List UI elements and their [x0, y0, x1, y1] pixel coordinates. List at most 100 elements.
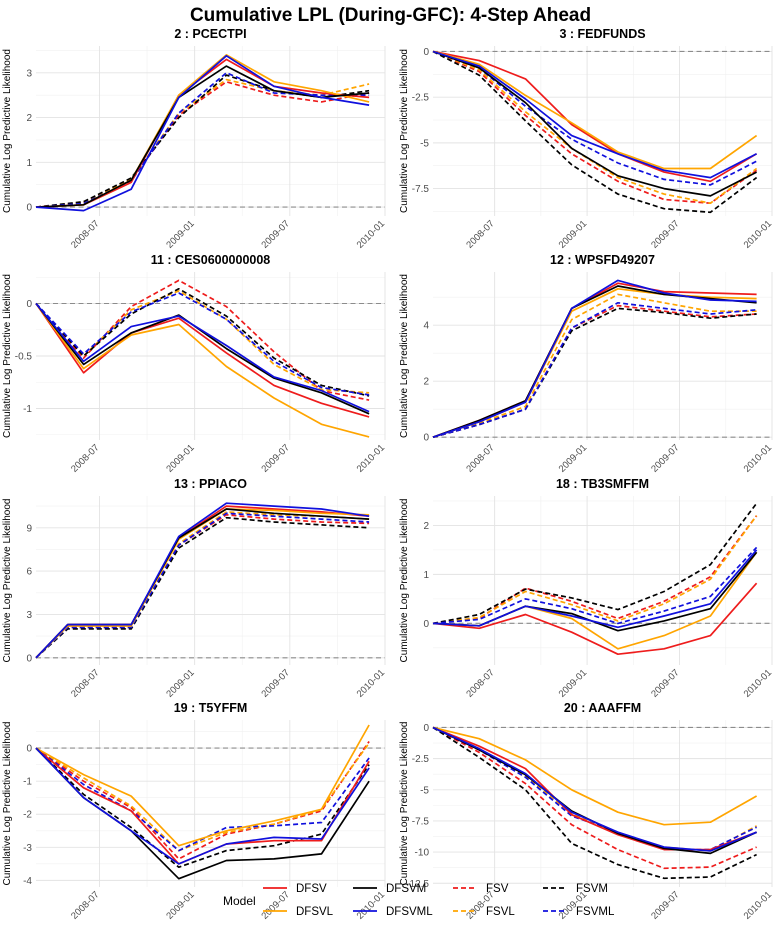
legend-label: DFSVL [296, 906, 334, 918]
legend-label: FSVM [576, 883, 608, 895]
series-line-fsv [35, 80, 370, 208]
series-line-fsv [35, 741, 370, 860]
legend-item-dfsv: DFSV [263, 883, 327, 895]
y-tick-label: 4 [423, 321, 429, 332]
panel-title: 20 : AAAFFM [564, 701, 641, 715]
y-tick-label: -2 [23, 810, 32, 821]
series-line-fsvl [432, 293, 757, 439]
y-tick-label: 3 [26, 68, 32, 79]
y-tick-label: 0 [423, 47, 429, 58]
y-tick-label: 2 [26, 113, 32, 124]
y-tick-label: -5 [420, 785, 429, 796]
legend-label: DFSVML [386, 906, 433, 918]
legend-label: FSVL [486, 906, 515, 918]
x-tick-label: 2008-07 [69, 667, 101, 699]
series-line-fsvl [432, 50, 758, 205]
panel-title: 13 : PPIACO [174, 477, 247, 491]
panel-title: 3 : FEDFUNDS [559, 27, 645, 41]
series-line-fsvl [432, 515, 758, 625]
y-tick-label: -2.5 [412, 754, 430, 765]
series-line-dfsv [35, 505, 370, 659]
y-axis-label: Cumulative Log Predictive Likelihood [399, 274, 410, 438]
y-axis-label: Cumulative Log Predictive Likelihood [2, 49, 13, 213]
series-line-fsvm [35, 74, 370, 208]
y-tick-label: 0 [26, 744, 32, 755]
legend: Model DFSV DFSVL DFSVM DFSVML FSV FSVL FSVM FSVM… [223, 883, 615, 918]
x-tick-label: 2009-01 [557, 218, 589, 250]
series-line-fsvml [35, 292, 370, 396]
x-tick-label: 2009-07 [649, 218, 681, 250]
series-line-fsvml [432, 546, 758, 625]
series-line-fsvm [432, 50, 758, 214]
x-tick-label: 2009-07 [649, 442, 681, 474]
panel-title: 11 : CES0600000008 [151, 253, 271, 267]
series-line-dfsvl [432, 551, 758, 650]
series-line-fsv [432, 515, 758, 625]
panel-6: 18 : TB3SMFFM Cumulative Log Predictive L… [399, 477, 774, 700]
series-line-dfsvl [432, 50, 758, 170]
series-line-fsvl [35, 742, 370, 852]
series-line-fsv [432, 726, 757, 870]
y-tick-label: -7.5 [412, 816, 430, 827]
y-tick-label: 0 [423, 433, 429, 444]
y-tick-label: 0 [26, 299, 32, 310]
legend-label: FSVML [576, 906, 615, 918]
panel-5: 13 : PPIACO Cumulative Log Predictive Lik… [2, 477, 387, 700]
y-tick-label: 9 [26, 523, 32, 534]
panel-2: 3 : FEDFUNDS Cumulative Log Predictive Li… [399, 27, 774, 251]
y-tick-label: 1 [26, 158, 32, 169]
y-tick-label: 2 [423, 377, 429, 388]
y-tick-label: 0 [26, 203, 32, 214]
series-line-fsvl [432, 726, 758, 852]
y-tick-label: 0 [423, 619, 429, 630]
series-line-dfsvm [432, 50, 757, 197]
y-tick-label: 0 [423, 723, 429, 734]
series-line-dfsv [432, 726, 757, 851]
legend-title: Model [223, 894, 256, 908]
x-tick-label: 2009-07 [649, 667, 681, 699]
series-line-fsvm [432, 726, 757, 880]
y-tick-label: -1 [23, 777, 32, 788]
series-line-dfsvm [35, 302, 370, 415]
series-line-fsvml [432, 726, 757, 851]
x-tick-label: 2010-01 [742, 218, 774, 250]
y-axis-label: Cumulative Log Predictive Likelihood [399, 722, 410, 886]
legend-item-dfsvm: DFSVM [353, 883, 426, 895]
series-line-dfsvml [35, 747, 370, 865]
series-line-fsv [432, 50, 758, 205]
y-tick-label: -4 [23, 876, 32, 887]
series-line-fsvml [432, 301, 757, 439]
legend-label: DFSVM [386, 883, 426, 895]
series-line-dfsvm [35, 65, 370, 208]
x-tick-label: 2009-07 [260, 218, 292, 250]
series-line-dfsv [432, 50, 758, 183]
series-line-dfsv [432, 582, 758, 656]
series-line-fsvm [35, 287, 370, 397]
x-tick-label: 2009-07 [260, 442, 292, 474]
x-tick-label: 2009-01 [557, 667, 589, 699]
series-line-dfsvml [35, 502, 370, 659]
series-line-fsvm [35, 747, 370, 869]
series-line-dfsv [35, 303, 370, 418]
y-tick-label: -7.5 [412, 184, 430, 195]
x-tick-label: 2008-07 [69, 442, 101, 474]
legend-item-fsv: FSV [453, 883, 509, 895]
panel-4: 12 : WPSFD49207 Cumulative Log Predictive… [399, 253, 774, 475]
series-line-fsvm [35, 516, 370, 659]
panel-title: 12 : WPSFD49207 [550, 253, 655, 267]
series-line-fsvml [35, 512, 370, 659]
panel-3: 11 : CES0600000008 Cumulative Log Predict… [2, 253, 387, 475]
x-tick-label: 2008-07 [464, 667, 496, 699]
x-tick-label: 2010-01 [742, 667, 774, 699]
y-tick-label: -2.5 [412, 93, 430, 104]
legend-item-dfsvl: DFSVL [263, 906, 334, 918]
y-axis-label: Cumulative Log Predictive Likelihood [399, 499, 410, 663]
series-line-dfsv [432, 282, 757, 438]
y-tick-label: 2 [423, 521, 429, 532]
x-tick-label: 2010-01 [355, 218, 387, 250]
x-tick-label: 2010-01 [742, 442, 774, 474]
legend-item-fsvl: FSVL [453, 906, 515, 918]
series-line-dfsvm [35, 508, 370, 659]
